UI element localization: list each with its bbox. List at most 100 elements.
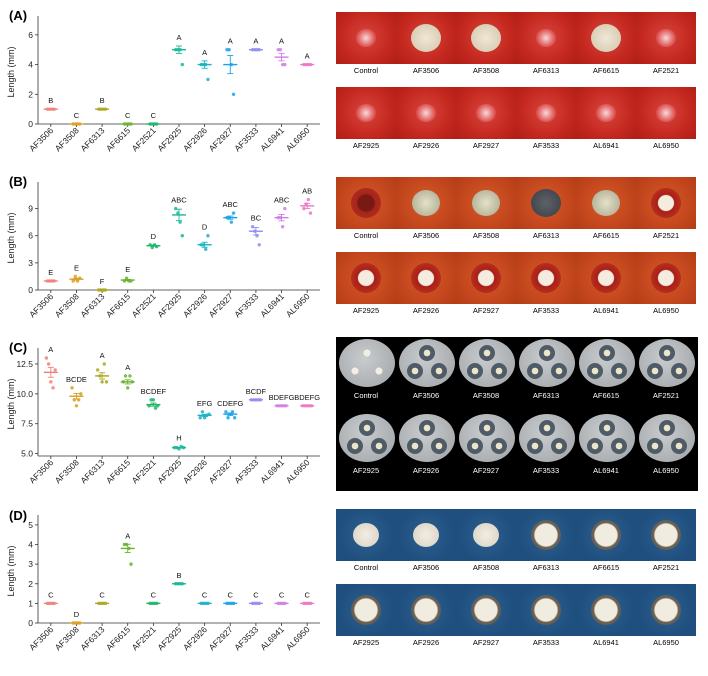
photo-cell-af2521: AF2521 [636, 337, 696, 412]
x-tick-label-af2521: AF2521 [130, 457, 158, 485]
culture-photo [456, 252, 516, 304]
group-letter: C [279, 590, 285, 599]
petri-dish [399, 414, 455, 462]
photo-cell-al6950: AL6950 [636, 252, 696, 327]
data-point [283, 206, 287, 211]
colony [411, 595, 441, 625]
photo-cell-af6615: AF6615 [576, 177, 636, 252]
inhibition-zone [419, 420, 435, 436]
culture-photo [636, 87, 696, 139]
group-letter: D [151, 232, 157, 241]
colony [351, 595, 381, 625]
x-tick-label-af3508: AF3508 [53, 457, 81, 485]
culture-photo [576, 87, 636, 139]
data-point [73, 274, 78, 279]
inhibition-zone [479, 345, 495, 361]
photo-cell-af2926: AF2926 [396, 412, 456, 487]
chart-a: 0 2 4 6 Length (mm) AF3506 B AF3508 C AF6313 B AF66… [6, 16, 320, 153]
petri-dish [459, 339, 515, 387]
data-point [283, 62, 287, 67]
photo-caption: AF3508 [472, 563, 500, 572]
data-point [206, 234, 210, 238]
culture-photo [636, 337, 696, 389]
data-point [100, 380, 104, 384]
culture-photo [636, 252, 696, 304]
x-tick-label-af2925: AF2925 [155, 624, 183, 652]
data-point [231, 92, 236, 96]
data-point [226, 416, 230, 420]
photo-caption: AF3508 [472, 391, 500, 400]
group-letter: ABC [171, 196, 187, 205]
photo-cell-af3508: AF3508 [456, 509, 516, 584]
photo-cell-al6941: AL6941 [576, 252, 636, 327]
culture-photo [396, 12, 456, 64]
panel-label-b: (B) [9, 174, 28, 189]
culture-photo [636, 584, 696, 636]
petri-dish [519, 414, 575, 462]
photo-cell-af3533: AF3533 [516, 87, 576, 162]
colony [471, 263, 501, 293]
culture-photo [396, 584, 456, 636]
data-point [231, 211, 236, 215]
x-tick-label-af6313: AF6313 [78, 125, 106, 153]
x-tick-label-af6313: AF6313 [78, 624, 106, 652]
photo-caption: AF6615 [592, 563, 620, 572]
data-point [180, 62, 184, 67]
petri-dish [579, 414, 635, 462]
colony [531, 189, 561, 217]
inhibition-zone [611, 363, 627, 379]
culture-photo [336, 87, 396, 139]
culture-photo [456, 177, 516, 229]
photo-cell-af2927: AF2927 [456, 412, 516, 487]
culture-photo [456, 412, 516, 464]
x-tick-label-af2925: AF2925 [155, 291, 183, 319]
photo-caption: AL6941 [593, 306, 619, 315]
group-letter: A [176, 33, 181, 42]
group-letter: B [100, 96, 105, 105]
chart-d: 0 1 2 3 4 5 Length (mm) AF3506 C AF3508 D AF6313 C AF… [6, 515, 320, 652]
data-point [74, 404, 79, 408]
x-tick-label-af6313: AF6313 [78, 291, 106, 319]
photo-caption: AF3533 [532, 141, 560, 150]
photo-cell-control: Control [336, 177, 396, 252]
data-point [302, 206, 306, 211]
data-point [180, 234, 184, 238]
photo-cell-al6950: AL6950 [636, 584, 696, 659]
x-tick-label-af2927: AF2927 [207, 125, 235, 153]
y-tick-label: 2 [28, 89, 33, 99]
culture-photo [336, 252, 396, 304]
photo-caption: AL6941 [593, 141, 619, 150]
x-tick-label-af2927: AF2927 [207, 624, 235, 652]
photo-caption: AF2926 [412, 638, 440, 647]
y-tick-label: 3 [28, 258, 33, 268]
data-point [178, 220, 182, 224]
x-tick-label-af6615: AF6615 [104, 624, 132, 652]
x-tick-label-af3508: AF3508 [53, 125, 81, 153]
inhibition-zone [551, 438, 567, 454]
y-tick-label: 5 [28, 520, 33, 530]
colony [471, 24, 501, 52]
colony [351, 188, 381, 218]
photo-caption: Control [353, 391, 379, 400]
photo-cell-af3506: AF3506 [396, 509, 456, 584]
culture-photo [396, 177, 456, 229]
data-point [202, 416, 207, 420]
culture-photo [576, 337, 636, 389]
group-letter: BCDEF [141, 387, 167, 396]
photo-cell-af2927: AF2927 [456, 87, 516, 162]
inhibition-zone [599, 345, 615, 361]
group-letter: A [279, 37, 284, 46]
culture-photo [396, 87, 456, 139]
photo-cell-af3508: AF3508 [456, 12, 516, 87]
data-point [95, 368, 100, 372]
photo-caption: AF3506 [412, 563, 440, 572]
photo-grid-b: Control AF3506 AF3508 AF6313 AF6615 AF2521 AF2… [336, 177, 698, 329]
group-letter: A [202, 48, 207, 57]
x-tick-label-al6950: AL6950 [284, 624, 312, 652]
photo-cell-af2925: AF2925 [336, 584, 396, 659]
group-letter: BDEFG [294, 393, 320, 402]
group-letter: C [253, 590, 259, 599]
y-tick-label: 4 [28, 540, 33, 550]
x-tick-label-af3506: AF3506 [27, 291, 55, 319]
colony [531, 520, 561, 550]
